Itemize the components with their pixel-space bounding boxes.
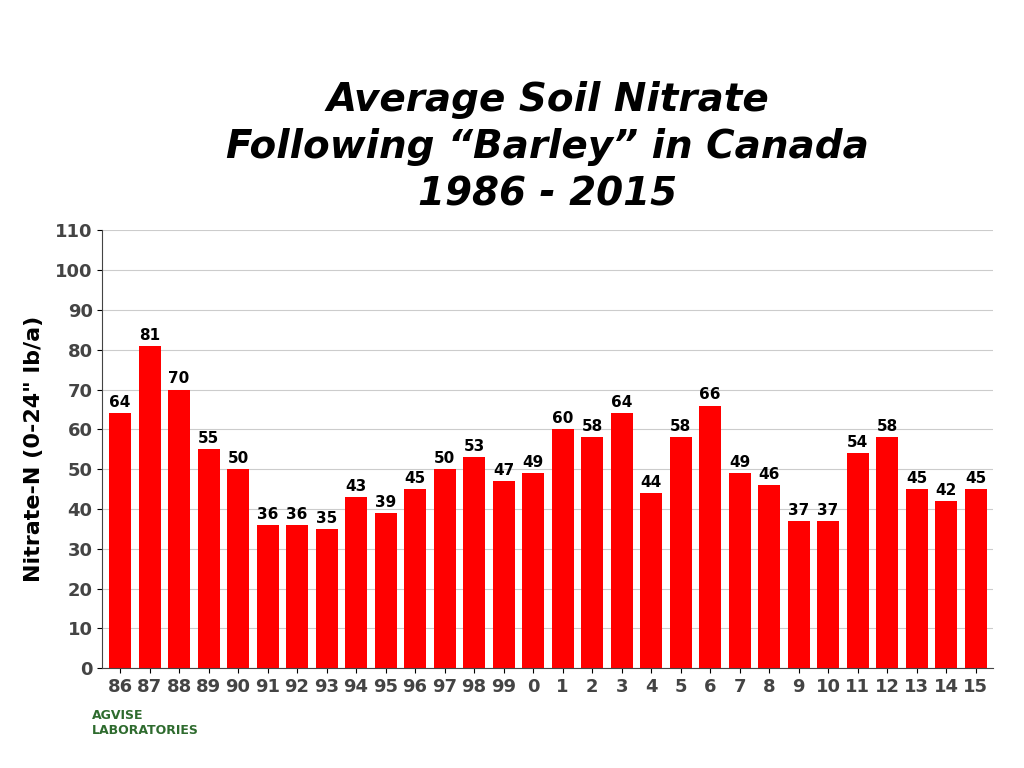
Text: 50: 50 [434,451,456,466]
Bar [522,473,544,668]
Text: 43: 43 [345,479,367,494]
Text: 37: 37 [817,503,839,518]
Bar [138,346,161,668]
Bar [257,525,279,668]
Bar [817,521,839,668]
Bar [610,413,633,668]
Text: 45: 45 [965,471,986,486]
Text: AGVISE
LABORATORIES: AGVISE LABORATORIES [92,710,199,737]
Text: 70: 70 [169,372,189,386]
Text: 50: 50 [227,451,249,466]
Text: 46: 46 [759,467,779,482]
Text: 47: 47 [493,463,514,478]
Text: 55: 55 [198,431,219,446]
Bar [109,413,131,668]
Text: 45: 45 [404,471,426,486]
Text: 36: 36 [257,507,279,521]
Bar [847,453,868,668]
Bar [433,469,456,668]
Bar [905,489,928,668]
Text: 54: 54 [847,435,868,450]
Text: 42: 42 [935,483,956,498]
Text: 58: 58 [877,419,898,434]
Text: 39: 39 [375,495,396,510]
Bar [787,521,810,668]
Bar [758,485,780,668]
Text: 36: 36 [287,507,308,521]
Bar [552,429,573,668]
Text: 58: 58 [582,419,603,434]
Text: 81: 81 [139,328,160,343]
Text: 64: 64 [110,396,131,410]
Bar [375,513,396,668]
Text: 58: 58 [670,419,691,434]
Bar [935,501,957,668]
Text: 64: 64 [611,396,632,410]
Text: 49: 49 [729,455,751,470]
Text: 49: 49 [522,455,544,470]
Title: Average Soil Nitrate
Following “Barley” in Canada
1986 - 2015: Average Soil Nitrate Following “Barley” … [226,81,869,214]
Text: 60: 60 [552,411,573,426]
Bar [227,469,249,668]
Bar [670,437,691,668]
Bar [463,457,485,668]
Bar [876,437,898,668]
Text: 66: 66 [699,387,721,402]
Bar [699,406,721,668]
Bar [286,525,308,668]
Bar [965,489,987,668]
Bar [315,529,338,668]
Bar [728,473,751,668]
Text: 44: 44 [640,475,662,490]
Y-axis label: Nitrate-N (0-24" lb/a): Nitrate-N (0-24" lb/a) [25,316,44,582]
Bar [493,481,515,668]
Text: 45: 45 [906,471,927,486]
Bar [345,497,368,668]
Text: 53: 53 [464,439,484,454]
Bar [404,489,426,668]
Bar [168,389,190,668]
Bar [581,437,603,668]
Bar [198,449,220,668]
Bar [640,493,663,668]
Text: 35: 35 [316,511,337,525]
Text: 37: 37 [787,503,809,518]
